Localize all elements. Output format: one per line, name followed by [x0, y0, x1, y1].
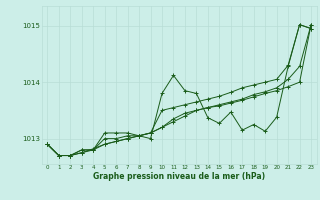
X-axis label: Graphe pression niveau de la mer (hPa): Graphe pression niveau de la mer (hPa) — [93, 172, 265, 181]
